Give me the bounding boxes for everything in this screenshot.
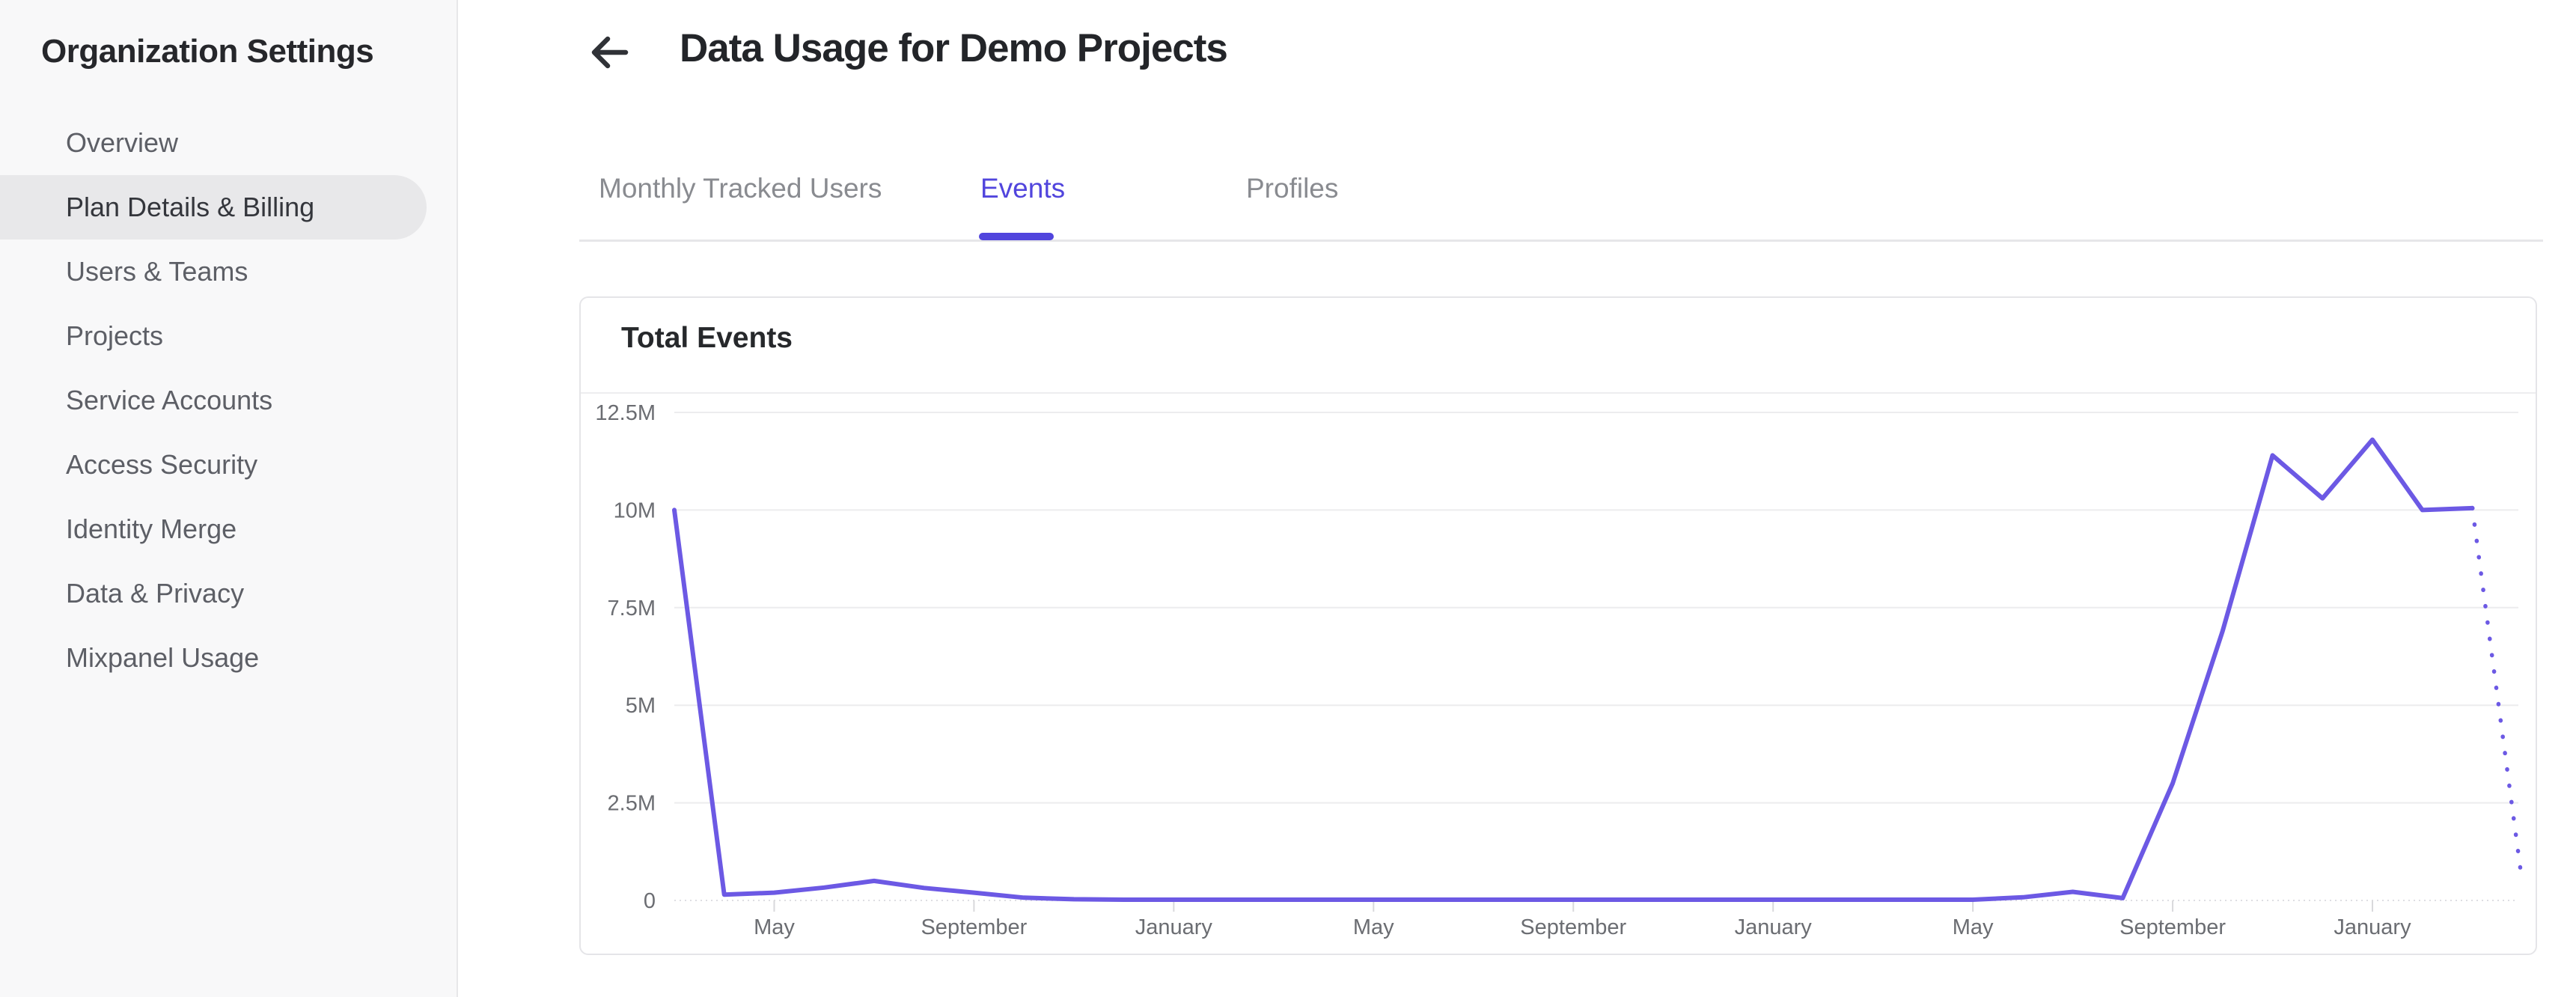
total-events-line-solid bbox=[672, 437, 2475, 902]
card-divider bbox=[581, 392, 2536, 394]
back-arrow-icon bbox=[588, 36, 632, 76]
sidebar-item-mixpanel-usage[interactable]: Mixpanel Usage bbox=[66, 642, 260, 673]
x-axis-label-7: September bbox=[2119, 915, 2226, 939]
y-axis-label-12.5M: 12.5M bbox=[595, 401, 656, 425]
total-events-line-dotted-projection bbox=[2470, 506, 2524, 885]
sidebar-item-access-security[interactable]: Access Security bbox=[66, 449, 258, 480]
x-axis-label-0: May bbox=[754, 915, 795, 939]
tab-monthly-tracked-users[interactable]: Monthly Tracked Users bbox=[599, 173, 882, 204]
x-axis-label-8: January bbox=[2334, 915, 2411, 939]
sidebar-nav: Overview Plan Details & Billing Users & Te… bbox=[0, 111, 458, 690]
x-axis-label-3: May bbox=[1353, 915, 1394, 939]
sidebar-title: Organization Settings bbox=[41, 33, 374, 70]
back-button[interactable] bbox=[588, 31, 632, 73]
sidebar-item-overview[interactable]: Overview bbox=[66, 127, 179, 158]
tab-events[interactable]: Events bbox=[980, 173, 1066, 204]
y-axis-label-10M: 10M bbox=[614, 498, 656, 522]
sidebar-item-data-privacy[interactable]: Data & Privacy bbox=[66, 578, 245, 609]
x-axis-label-1: September bbox=[921, 915, 1027, 939]
tab-profiles[interactable]: Profiles bbox=[1246, 173, 1339, 204]
y-axis-label-0: 0 bbox=[644, 889, 656, 913]
y-axis-label-2.5M: 2.5M bbox=[608, 792, 656, 816]
sidebar-item-users-teams[interactable]: Users & Teams bbox=[66, 256, 248, 287]
tabs-divider bbox=[579, 240, 2543, 242]
x-axis-label-5: January bbox=[1735, 915, 1813, 939]
chart-title: Total Events bbox=[621, 322, 793, 354]
total-events-line-chart: 12.5M 10M 7.5M 5M 2.5M 0 May September January Ma… bbox=[581, 394, 2536, 954]
sidebar-item-service-accounts[interactable]: Service Accounts bbox=[66, 385, 273, 415]
sidebar-item-plan-details-billing[interactable]: Plan Details & Billing bbox=[0, 175, 427, 240]
chart-svg: 12.5M 10M 7.5M 5M 2.5M 0 May September January Ma… bbox=[595, 401, 2524, 939]
sidebar-item-projects[interactable]: Projects bbox=[66, 320, 164, 351]
y-axis-label-5M: 5M bbox=[626, 694, 656, 718]
total-events-card: Total Events 12.5M 10M 7.5M 5M 2.5M 0 May Septe… bbox=[579, 296, 2537, 955]
y-axis-label-7.5M: 7.5M bbox=[608, 597, 656, 621]
x-axis-label-2: January bbox=[1135, 915, 1213, 939]
page-title: Data Usage for Demo Projects bbox=[680, 26, 1228, 70]
sidebar-item-identity-merge[interactable]: Identity Merge bbox=[66, 513, 237, 544]
x-axis-label-6: May bbox=[1953, 915, 1994, 939]
x-axis-label-4: September bbox=[1520, 915, 1626, 939]
sidebar: Organization Settings Overview Plan Detai… bbox=[0, 0, 458, 997]
active-tab-indicator bbox=[979, 233, 1054, 240]
